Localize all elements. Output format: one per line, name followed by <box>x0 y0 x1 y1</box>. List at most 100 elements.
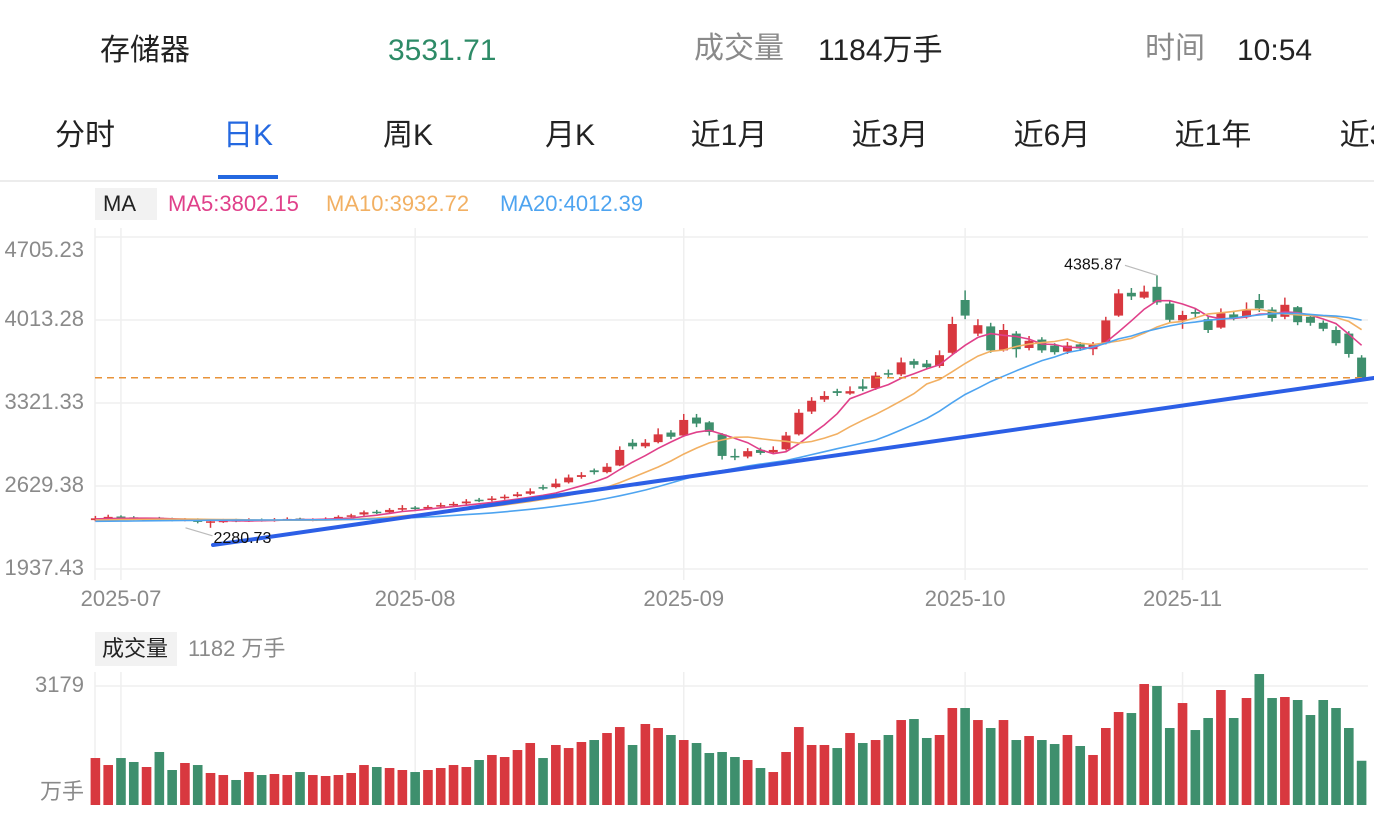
ma-button[interactable] <box>95 188 157 220</box>
volume-bar <box>90 758 101 805</box>
candle-body <box>551 483 561 488</box>
volume-unit: 万手 <box>40 779 84 804</box>
candle-body <box>819 395 829 400</box>
tab[interactable]: 近1年 <box>1175 119 1252 152</box>
volume-value: 1184万手 <box>818 34 943 67</box>
volume-bar <box>1164 728 1175 805</box>
candle-body <box>845 391 855 394</box>
candle-body <box>1037 339 1047 351</box>
volume-bar <box>371 767 382 805</box>
volume-bar <box>640 723 651 805</box>
volume-bar <box>244 772 254 805</box>
candle-body <box>896 362 906 375</box>
candle-body <box>781 435 791 450</box>
volume-bar <box>103 765 113 805</box>
volume-bar <box>781 751 791 805</box>
candle-body <box>372 511 382 514</box>
volume-bar <box>1356 760 1367 805</box>
volume-title: 成交量 <box>102 636 168 661</box>
volume-bar <box>1216 690 1226 805</box>
candle-body <box>692 417 702 424</box>
candle-body <box>397 508 407 510</box>
volume-bar <box>563 748 574 805</box>
volume-bar <box>934 735 945 805</box>
volume-bar <box>1267 698 1277 805</box>
volume-bar <box>359 765 369 805</box>
time-label: 时间 <box>1145 32 1205 65</box>
time-value: 10:54 <box>1237 34 1312 67</box>
volume-subtitle: 1182 万手 <box>188 636 285 661</box>
volume-bar <box>435 768 446 805</box>
volume-bar <box>666 735 676 805</box>
candle-body <box>755 449 765 453</box>
candle-body <box>768 449 778 453</box>
candle-body <box>90 518 100 521</box>
candle-body <box>1229 314 1239 318</box>
candle-body <box>717 434 727 456</box>
volume-bar <box>192 765 203 805</box>
volume-bar <box>794 727 804 805</box>
tab[interactable]: 日K <box>223 119 273 152</box>
candle-body <box>1101 320 1111 344</box>
volume-bar <box>704 753 715 805</box>
volume-bar <box>909 719 919 805</box>
candle-body <box>1331 329 1341 344</box>
tab[interactable]: 近6月 <box>1014 119 1091 152</box>
volume-bar <box>1037 740 1047 805</box>
candle-body <box>1114 293 1124 316</box>
candle-body <box>935 355 945 366</box>
candle-body <box>449 503 459 506</box>
candle-body <box>883 373 893 375</box>
tab[interactable]: 周K <box>383 119 433 152</box>
tab[interactable]: 近3年 <box>1340 119 1374 152</box>
candle-body <box>1050 345 1060 353</box>
candle-body <box>1203 319 1213 330</box>
tab[interactable]: 近3月 <box>852 119 929 152</box>
ma-button-label: MA <box>103 191 136 216</box>
candle-body <box>1190 311 1200 314</box>
candle-body <box>1178 314 1188 321</box>
volume-tick-label: 3179 <box>35 672 84 697</box>
volume-bar <box>448 765 459 805</box>
candle-body <box>615 449 625 466</box>
volume-bar <box>883 735 894 805</box>
candle-body <box>564 477 574 483</box>
volume-bar <box>576 742 587 805</box>
candle-body <box>986 326 996 351</box>
volume-bar <box>205 772 216 805</box>
volume-bar <box>1280 697 1290 805</box>
y-tick-label: 4013.28 <box>4 306 84 331</box>
volume-bar <box>538 758 548 805</box>
candle-body <box>359 512 369 515</box>
x-tick-label: 2025-10 <box>925 586 1006 611</box>
volume-bar <box>921 737 932 805</box>
volume-bar <box>653 728 663 805</box>
stock-price: 3531.71 <box>388 34 496 67</box>
volume-bar <box>397 770 408 805</box>
candle-body <box>628 442 638 447</box>
volume-bar <box>423 770 433 805</box>
tab[interactable]: 月K <box>545 119 595 152</box>
volume-bar <box>1101 728 1111 805</box>
volume-bar <box>384 768 395 805</box>
trend-line <box>211 376 1374 547</box>
tab[interactable]: 分时 <box>55 119 115 152</box>
candle-body <box>385 509 395 513</box>
candle-body <box>704 422 714 432</box>
candle-body <box>206 521 216 523</box>
ma-line <box>95 308 1363 521</box>
candle-body <box>666 432 676 437</box>
ma-line <box>95 299 1363 522</box>
volume-bar <box>755 768 766 805</box>
tab[interactable]: 近1月 <box>691 119 768 152</box>
candle-body <box>947 323 957 353</box>
volume-bar <box>1011 740 1022 805</box>
volume-bar <box>474 760 484 805</box>
volume-bar <box>333 775 344 805</box>
candle-body <box>346 515 356 517</box>
candle-body <box>589 470 599 473</box>
y-tick-label: 3321.33 <box>4 389 84 414</box>
volume-bar <box>589 740 600 805</box>
candle-body <box>653 434 663 443</box>
active-tab-underline <box>218 175 278 179</box>
